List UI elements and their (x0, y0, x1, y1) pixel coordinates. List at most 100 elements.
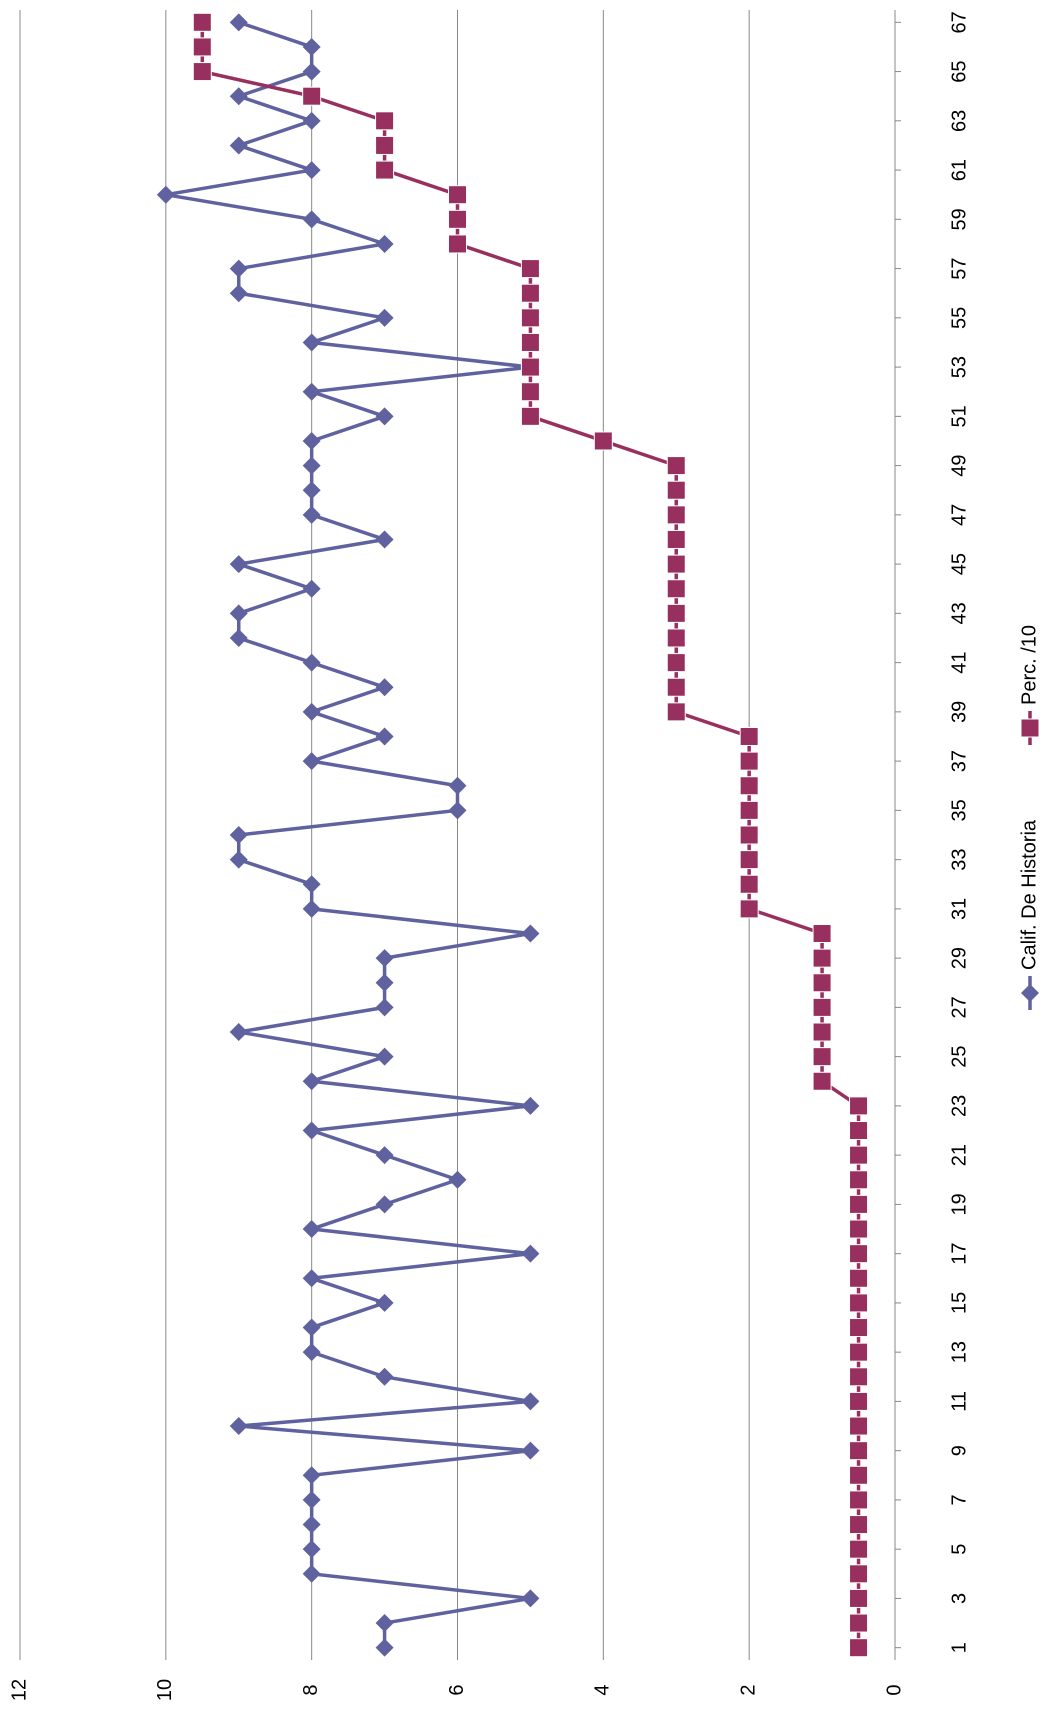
marker (812, 1071, 832, 1091)
marker (849, 1515, 869, 1535)
marker (849, 1391, 869, 1411)
marker (739, 825, 759, 845)
marker (156, 185, 175, 204)
x-tick-label: 23 (948, 1095, 970, 1117)
x-tick-label: 33 (948, 849, 970, 871)
x-tick-label: 35 (948, 799, 970, 821)
x-tick-label: 45 (948, 553, 970, 575)
marker (849, 1096, 869, 1116)
marker (302, 875, 321, 894)
x-tick-label: 49 (948, 454, 970, 476)
marker (521, 1244, 540, 1263)
marker (1021, 984, 1039, 1002)
marker (739, 726, 759, 746)
marker (739, 899, 759, 919)
marker (375, 1195, 394, 1214)
x-tick-label: 47 (948, 504, 970, 526)
marker (375, 111, 395, 131)
marker (302, 653, 321, 672)
marker (302, 62, 321, 81)
x-tick-label: 59 (948, 208, 970, 230)
marker (302, 752, 321, 771)
marker (739, 776, 759, 796)
marker (375, 160, 395, 180)
y-tick-label: 8 (300, 1684, 322, 1695)
marker (849, 1613, 869, 1633)
marker (302, 899, 321, 918)
x-tick-label: 63 (948, 110, 970, 132)
marker (520, 357, 540, 377)
marker (229, 628, 248, 647)
marker (849, 1318, 869, 1338)
x-tick-label: 39 (948, 701, 970, 723)
marker (302, 1318, 321, 1337)
marker (229, 259, 248, 278)
x-tick-label: 17 (948, 1243, 970, 1265)
marker (849, 1293, 869, 1313)
marker (521, 1589, 540, 1608)
x-tick-label: 43 (948, 602, 970, 624)
marker (520, 259, 540, 279)
marker (849, 1219, 869, 1239)
marker (521, 1441, 540, 1460)
x-tick-label: 11 (948, 1391, 970, 1412)
marker (849, 1588, 869, 1608)
marker (229, 87, 248, 106)
marker (302, 505, 321, 524)
marker (739, 800, 759, 820)
y-tick-label: 0 (883, 1684, 905, 1695)
series-line (165, 20, 531, 1648)
legend-label: Calif. De Historia (1018, 819, 1040, 970)
marker (375, 234, 394, 253)
x-tick-label: 25 (948, 1046, 970, 1068)
marker (302, 86, 322, 106)
marker (448, 1170, 467, 1189)
x-tick-label: 41 (948, 651, 970, 673)
x-tick-label: 53 (948, 356, 970, 378)
marker (302, 1121, 321, 1140)
marker (1020, 718, 1040, 738)
marker (666, 480, 686, 500)
marker (302, 1072, 321, 1091)
marker (520, 283, 540, 303)
marker (302, 1220, 321, 1239)
marker (520, 382, 540, 402)
marker (302, 1564, 321, 1583)
marker (302, 111, 321, 130)
x-tick-label: 13 (948, 1341, 970, 1363)
marker (375, 308, 394, 327)
marker (849, 1145, 869, 1165)
marker (666, 677, 686, 697)
marker (849, 1268, 869, 1288)
marker (739, 850, 759, 870)
marker (302, 1343, 321, 1362)
marker (666, 505, 686, 525)
marker (448, 776, 467, 795)
x-tick-label: 5 (948, 1544, 970, 1555)
marker (666, 529, 686, 549)
marker (520, 332, 540, 352)
marker (849, 1539, 869, 1559)
marker (666, 456, 686, 476)
marker (849, 1564, 869, 1584)
x-tick-label: 1 (948, 1642, 970, 1653)
marker (302, 210, 321, 229)
marker (302, 431, 321, 450)
marker (849, 1441, 869, 1461)
marker (448, 801, 467, 820)
y-tick-label: 6 (446, 1684, 468, 1695)
marker (375, 727, 394, 746)
x-tick-label: 7 (948, 1494, 970, 1505)
legend-item: Calif. De Historia (1018, 819, 1040, 1010)
marker (812, 997, 832, 1017)
marker (375, 1614, 394, 1633)
x-tick-label: 37 (948, 750, 970, 772)
marker (849, 1490, 869, 1510)
marker (593, 431, 613, 451)
marker (302, 1515, 321, 1534)
marker (520, 406, 540, 426)
x-tick-label: 55 (948, 307, 970, 329)
marker (375, 1047, 394, 1066)
marker (666, 702, 686, 722)
